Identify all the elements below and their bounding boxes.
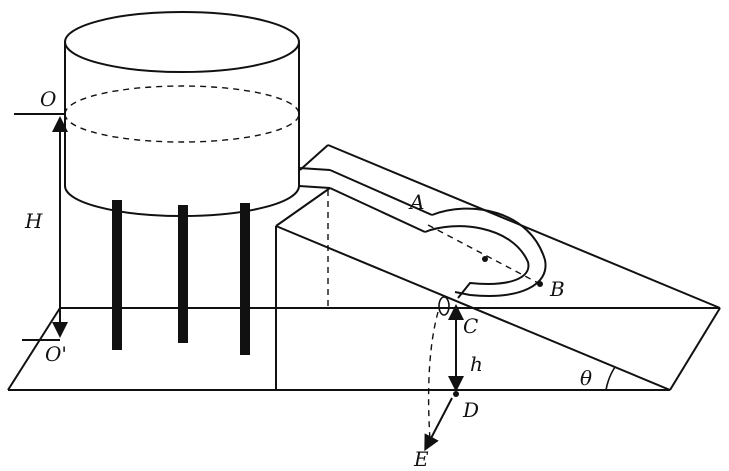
- label-h: h: [470, 352, 483, 376]
- label-C: C: [463, 314, 478, 338]
- outlet-pipe: [298, 167, 331, 189]
- inclined-ramp: [60, 144, 721, 391]
- label-O-prime: O': [45, 342, 67, 366]
- label-D: D: [462, 398, 479, 422]
- label-B: B: [549, 277, 565, 301]
- height-h-marker: [448, 304, 464, 397]
- height-H-marker: [14, 113, 68, 341]
- track-channel: [329, 169, 547, 299]
- water-tank: [64, 11, 300, 217]
- ball: [438, 296, 450, 316]
- label-E: E: [413, 447, 429, 471]
- angle-arc: [605, 366, 616, 391]
- tank-legs: [112, 200, 250, 355]
- label-H: H: [24, 209, 43, 233]
- label-O: O: [40, 87, 56, 111]
- label-theta: θ: [580, 366, 592, 390]
- label-A: A: [408, 190, 424, 214]
- projectile-path: [424, 311, 453, 452]
